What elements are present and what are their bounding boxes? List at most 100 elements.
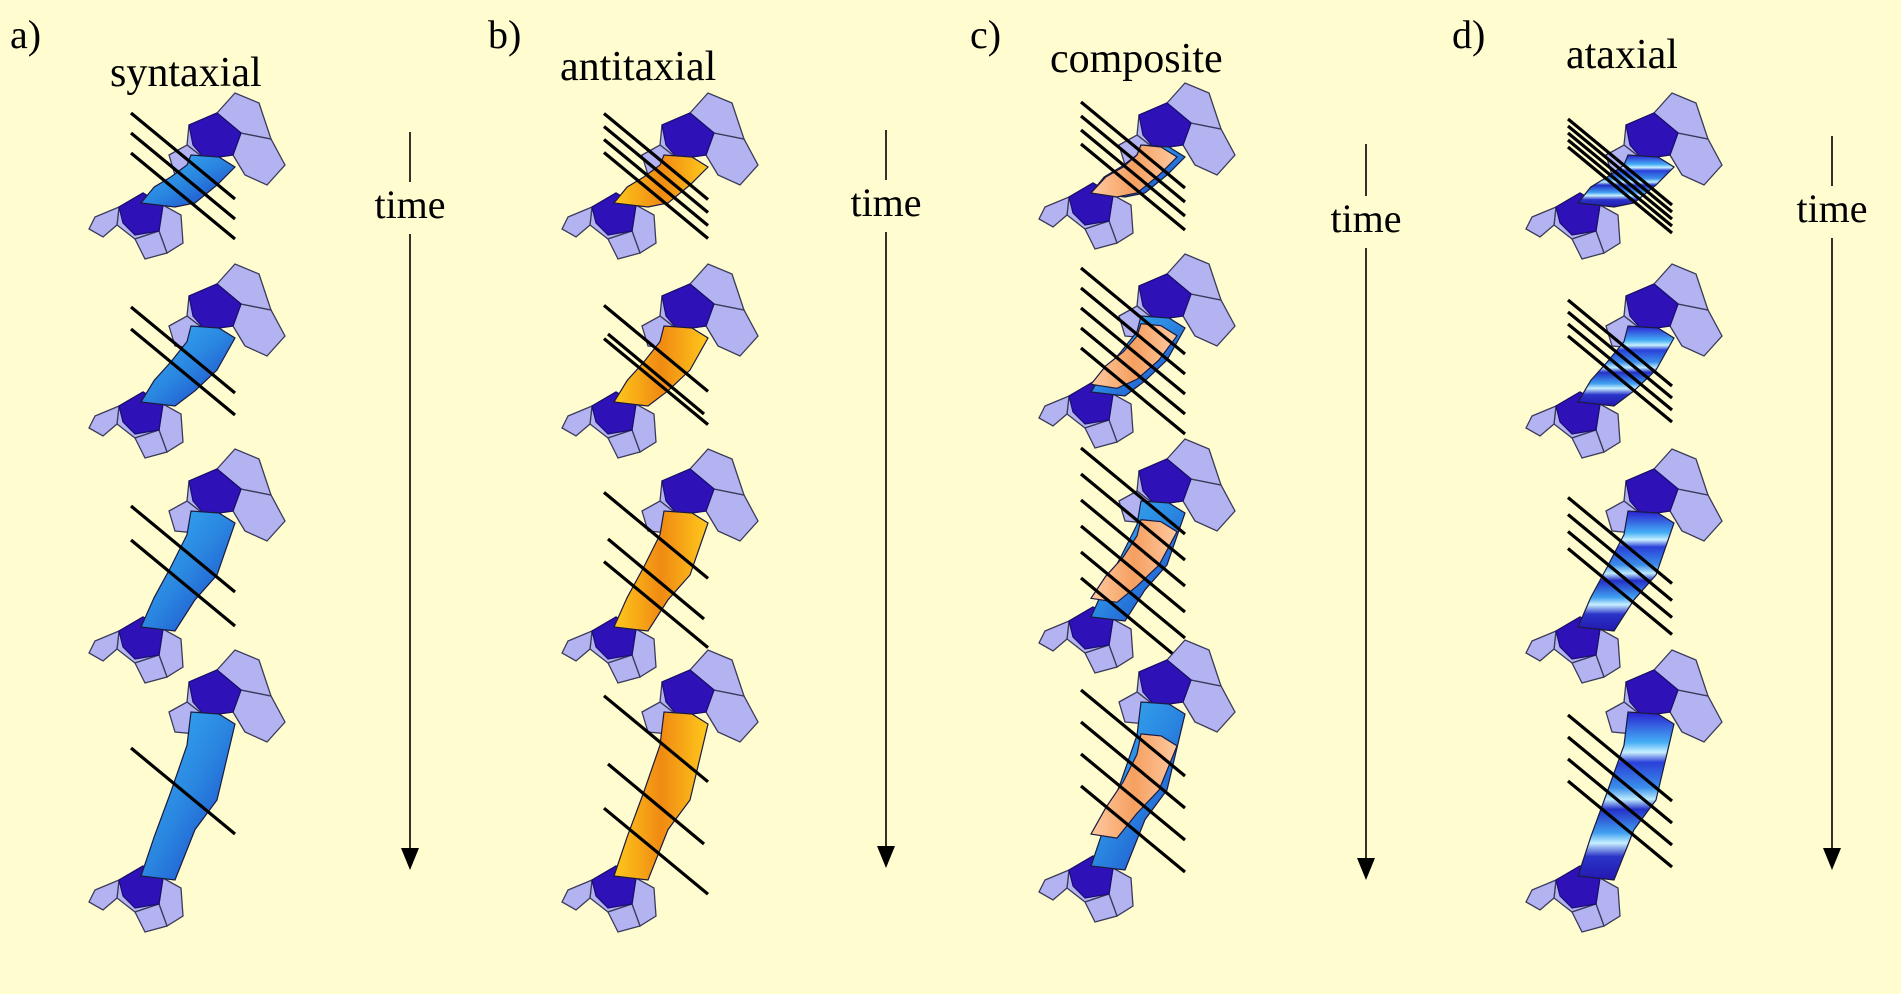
- wall-grain: [705, 488, 759, 542]
- vein-wall-line: [1079, 306, 1187, 396]
- vein-fibre: [1577, 325, 1675, 407]
- growth-stage: [1038, 82, 1236, 250]
- vein-wall-line: [1566, 117, 1674, 207]
- wall-grain: [232, 132, 286, 186]
- wall-grain: [1182, 478, 1236, 532]
- vein-wall-line: [1566, 779, 1674, 869]
- host-grain-upper: [188, 669, 242, 717]
- host-grain-upper: [1625, 669, 1679, 717]
- host-grain-upper: [1138, 273, 1192, 321]
- host-grain-upper: [661, 283, 715, 331]
- vein-wall-line: [1079, 524, 1187, 614]
- vein-wall-line: [129, 504, 237, 594]
- vein-fibre: [1089, 519, 1178, 603]
- growth-stage: [561, 649, 759, 933]
- vein-wall-line: [1566, 735, 1674, 825]
- vein-wall-line: [602, 151, 710, 240]
- time-label: time: [1330, 196, 1401, 241]
- vein-wall-line: [1566, 757, 1674, 847]
- panel-antitaxial: b) antitaxial time: [488, 12, 922, 933]
- vein-wall-line: [129, 538, 237, 628]
- vein-wall-line: [1566, 496, 1674, 585]
- vein-wall-line: [1566, 322, 1674, 412]
- vein-wall-line: [1079, 142, 1187, 232]
- vein-wall-line: [602, 694, 710, 784]
- wall-grain: [1571, 429, 1605, 459]
- wall-grain: [1525, 629, 1557, 662]
- wall-grain: [1571, 903, 1605, 933]
- wall-grain: [1571, 654, 1605, 684]
- panel-title: antitaxial: [560, 44, 716, 90]
- arrow-head: [401, 848, 419, 870]
- wall-grain: [705, 689, 759, 743]
- wall-grain: [1038, 868, 1070, 901]
- wall-grain: [607, 903, 641, 933]
- panel-letter: d): [1452, 12, 1485, 57]
- growth-stage: [1525, 649, 1723, 933]
- vein-wall-line: [1566, 145, 1674, 235]
- panel-composite: c) composite time: [970, 12, 1402, 923]
- vein-wall-line: [1566, 298, 1674, 388]
- growth-stage: [1038, 253, 1236, 449]
- wall-grain: [1182, 122, 1236, 176]
- vein-fibre: [1577, 510, 1675, 632]
- vein-wall-line: [129, 151, 237, 241]
- wall-grain: [1669, 303, 1723, 357]
- wall-grain: [561, 404, 593, 437]
- wall-grain: [1038, 195, 1070, 228]
- vein-wall-line: [129, 327, 237, 417]
- vein-wall-line: [602, 806, 710, 896]
- vein-wall-line: [602, 138, 710, 227]
- vein-wall-line: [1566, 138, 1674, 228]
- vein-fibre: [1089, 144, 1178, 198]
- vein-fibre: [140, 510, 236, 632]
- vein-wall-line: [1079, 128, 1187, 218]
- vein-wall-line: [602, 337, 710, 426]
- wall-grain: [1525, 205, 1557, 238]
- wall-grain: [1038, 619, 1070, 652]
- growth-stage: [1525, 448, 1723, 684]
- vein-wall-line: [1079, 688, 1187, 778]
- vein-fibre: [613, 711, 709, 881]
- panel-ataxial: d) ataxial time: [1452, 12, 1868, 933]
- time-label: time: [850, 180, 921, 225]
- wall-grain: [1084, 419, 1118, 449]
- vein-wall-line: [1566, 547, 1674, 636]
- wall-grain: [705, 132, 759, 186]
- vein-wall-line: [1079, 100, 1187, 190]
- vein-wall-line: [1079, 498, 1187, 588]
- panel-syntaxial: a) syntaxial time: [10, 12, 446, 933]
- wall-grain: [232, 689, 286, 743]
- wall-grain: [1525, 878, 1557, 911]
- vein-wall-line: [1079, 286, 1187, 376]
- time-arrow: time: [1796, 136, 1868, 870]
- panel-letter: b): [488, 12, 521, 57]
- growth-stage: [561, 448, 759, 684]
- vein-wall-line: [1079, 346, 1187, 436]
- wall-grain: [232, 303, 286, 357]
- arrow-head: [877, 846, 895, 868]
- wall-grain: [88, 205, 120, 238]
- wall-grain: [607, 230, 641, 260]
- vein-wall-line: [129, 305, 237, 395]
- host-grain-upper: [1138, 458, 1192, 506]
- growth-stage: [561, 92, 759, 260]
- panel-title: composite: [1050, 36, 1223, 82]
- wall-grain: [134, 230, 168, 260]
- vein-wall-line: [1566, 334, 1674, 424]
- host-grain-upper: [661, 112, 715, 160]
- vein-wall-line: [1566, 713, 1674, 803]
- wall-grain: [88, 878, 120, 911]
- wall-grain: [561, 629, 593, 662]
- vein-fibre: [1577, 711, 1675, 881]
- vein-wall-line: [606, 332, 706, 416]
- panel-title: ataxial: [1566, 32, 1678, 78]
- vein-wall-line: [1566, 124, 1674, 214]
- host-grain-upper: [1625, 283, 1679, 331]
- growth-stage: [1038, 438, 1236, 674]
- wall-grain: [88, 404, 120, 437]
- vein-wall-line: [1079, 550, 1187, 640]
- wall-grain: [1669, 488, 1723, 542]
- vein-fibre: [612, 325, 709, 407]
